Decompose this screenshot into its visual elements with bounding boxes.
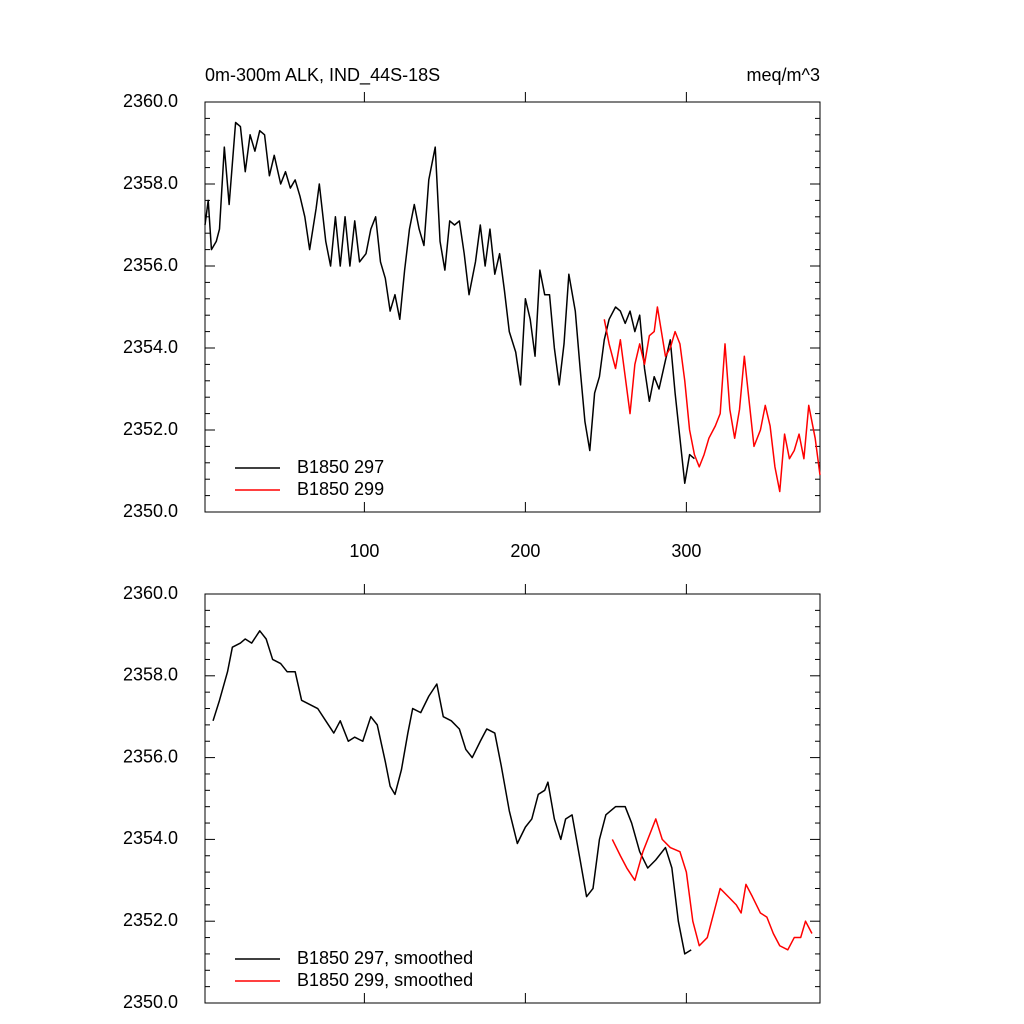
legend-label: B1850 299: [297, 479, 384, 499]
x-tick-label: 200: [510, 541, 540, 561]
data-line: [204, 121, 695, 485]
y-tick-label: 2358.0: [123, 173, 178, 193]
y-tick-label: 2350.0: [123, 501, 178, 521]
y-tick-label: 2356.0: [123, 255, 178, 275]
legend-label: B1850 297, smoothed: [297, 948, 473, 968]
units-label: meq/m^3: [747, 65, 820, 85]
y-tick-label: 2352.0: [123, 910, 178, 930]
legend-label: B1850 299, smoothed: [297, 970, 473, 990]
plot-frame: [204, 101, 821, 513]
x-tick-label: 100: [349, 541, 379, 561]
y-tick-label: 2352.0: [123, 419, 178, 439]
y-tick-label: 2358.0: [123, 665, 178, 685]
plot-frame: [204, 593, 821, 1004]
y-tick-label: 2350.0: [123, 992, 178, 1012]
data-line: [611, 818, 813, 951]
y-tick-label: 2356.0: [123, 746, 178, 766]
data-line: [603, 306, 821, 493]
y-tick-label: 2354.0: [123, 828, 178, 848]
data-line: [212, 630, 692, 955]
chart-title: 0m-300m ALK, IND_44S-18S: [205, 65, 440, 86]
y-tick-label: 2354.0: [123, 337, 178, 357]
y-tick-label: 2360.0: [123, 583, 178, 603]
x-tick-label: 300: [671, 541, 701, 561]
legend-label: B1850 297: [297, 457, 384, 477]
y-tick-label: 2360.0: [123, 91, 178, 111]
